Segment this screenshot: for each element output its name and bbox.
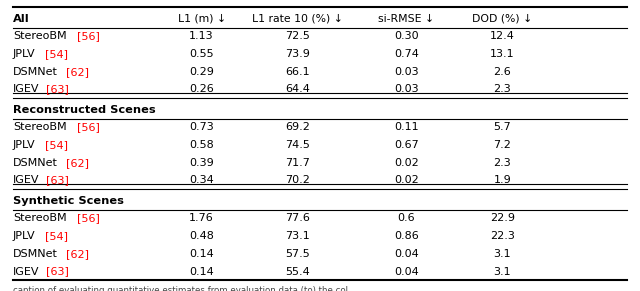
- Text: DSMNet: DSMNet: [13, 67, 58, 77]
- Text: IGEV: IGEV: [13, 267, 39, 276]
- Text: 69.2: 69.2: [285, 123, 310, 132]
- Text: 66.1: 66.1: [285, 67, 310, 77]
- Text: 55.4: 55.4: [285, 267, 310, 276]
- Text: [62]: [62]: [66, 158, 89, 168]
- Text: 0.11: 0.11: [394, 123, 419, 132]
- Text: L1 rate 10 (%) ↓: L1 rate 10 (%) ↓: [252, 14, 343, 24]
- Text: 1.13: 1.13: [189, 31, 214, 41]
- Text: 77.6: 77.6: [285, 214, 310, 223]
- Text: JPLV: JPLV: [13, 49, 35, 59]
- Text: 1.76: 1.76: [189, 214, 214, 223]
- Text: 22.3: 22.3: [490, 231, 515, 241]
- Text: 73.9: 73.9: [285, 49, 310, 59]
- Text: [63]: [63]: [46, 84, 69, 95]
- Text: DSMNet: DSMNet: [13, 249, 58, 259]
- Text: 0.6: 0.6: [397, 214, 415, 223]
- Text: 0.39: 0.39: [189, 158, 214, 168]
- Text: 0.30: 0.30: [394, 31, 419, 41]
- Text: 1.9: 1.9: [493, 175, 511, 185]
- Text: 0.03: 0.03: [394, 67, 419, 77]
- Text: 0.04: 0.04: [394, 267, 419, 276]
- Text: 0.03: 0.03: [394, 84, 419, 95]
- Text: 0.58: 0.58: [189, 140, 214, 150]
- Text: Reconstructed Scenes: Reconstructed Scenes: [13, 105, 156, 115]
- Text: 57.5: 57.5: [285, 249, 310, 259]
- Text: DSMNet: DSMNet: [13, 158, 58, 168]
- Text: 0.04: 0.04: [394, 249, 419, 259]
- Text: 2.3: 2.3: [493, 84, 511, 95]
- Text: [54]: [54]: [45, 49, 68, 59]
- Text: [62]: [62]: [66, 67, 89, 77]
- Text: 22.9: 22.9: [490, 214, 515, 223]
- Text: IGEV: IGEV: [13, 175, 39, 185]
- Text: 71.7: 71.7: [285, 158, 310, 168]
- Text: [56]: [56]: [77, 214, 100, 223]
- Text: 0.14: 0.14: [189, 249, 214, 259]
- Text: 0.29: 0.29: [189, 67, 214, 77]
- Text: IGEV: IGEV: [13, 84, 39, 95]
- Text: 3.1: 3.1: [493, 249, 511, 259]
- Text: [56]: [56]: [77, 31, 100, 41]
- Text: 0.02: 0.02: [394, 175, 419, 185]
- Text: 0.48: 0.48: [189, 231, 214, 241]
- Text: L1 (m) ↓: L1 (m) ↓: [177, 14, 226, 24]
- Text: 0.34: 0.34: [189, 175, 214, 185]
- Text: StereoBM: StereoBM: [13, 214, 67, 223]
- Text: 0.86: 0.86: [394, 231, 419, 241]
- Text: 13.1: 13.1: [490, 49, 515, 59]
- Text: [56]: [56]: [77, 123, 100, 132]
- Text: 5.7: 5.7: [493, 123, 511, 132]
- Text: 0.67: 0.67: [394, 140, 419, 150]
- Text: [63]: [63]: [46, 175, 69, 185]
- Text: 0.73: 0.73: [189, 123, 214, 132]
- Text: DOD (%) ↓: DOD (%) ↓: [472, 14, 532, 24]
- Text: 0.14: 0.14: [189, 267, 214, 276]
- Text: 0.02: 0.02: [394, 158, 419, 168]
- Text: [54]: [54]: [45, 231, 68, 241]
- Text: 64.4: 64.4: [285, 84, 310, 95]
- Text: 7.2: 7.2: [493, 140, 511, 150]
- Text: 0.55: 0.55: [189, 49, 214, 59]
- Text: StereoBM: StereoBM: [13, 31, 67, 41]
- Text: 0.26: 0.26: [189, 84, 214, 95]
- Text: [63]: [63]: [46, 267, 69, 276]
- Text: 0.74: 0.74: [394, 49, 419, 59]
- Text: 12.4: 12.4: [490, 31, 515, 41]
- Text: 3.1: 3.1: [493, 267, 511, 276]
- Text: 2.3: 2.3: [493, 158, 511, 168]
- Text: [54]: [54]: [45, 140, 68, 150]
- Text: 70.2: 70.2: [285, 175, 310, 185]
- Text: JPLV: JPLV: [13, 231, 35, 241]
- Text: si-RMSE ↓: si-RMSE ↓: [378, 14, 435, 24]
- Text: JPLV: JPLV: [13, 140, 35, 150]
- Text: Synthetic Scenes: Synthetic Scenes: [13, 196, 124, 206]
- Text: 74.5: 74.5: [285, 140, 310, 150]
- Text: All: All: [13, 14, 29, 24]
- Text: StereoBM: StereoBM: [13, 123, 67, 132]
- Text: [62]: [62]: [66, 249, 89, 259]
- Text: 73.1: 73.1: [285, 231, 310, 241]
- Text: caption of evaluating quantitative estimates from evaluation data (to) the col: caption of evaluating quantitative estim…: [13, 285, 348, 291]
- Text: 72.5: 72.5: [285, 31, 310, 41]
- Text: 2.6: 2.6: [493, 67, 511, 77]
